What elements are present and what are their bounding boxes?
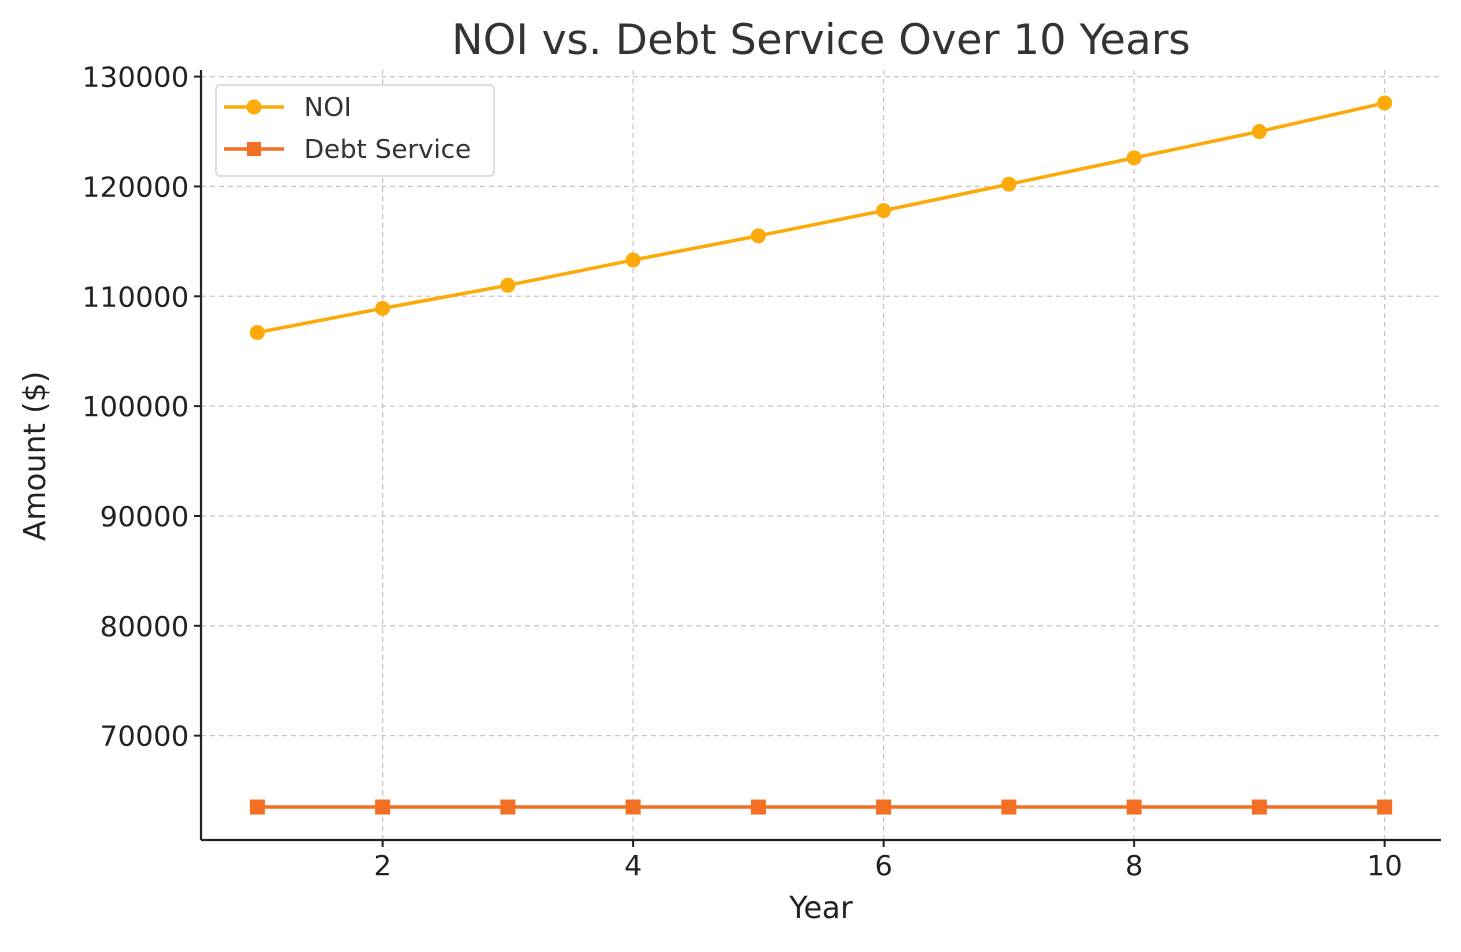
noi-point [750, 228, 766, 244]
x-tick-label: 2 [374, 849, 392, 882]
series-noi [249, 95, 1393, 341]
debt-service-point [500, 799, 516, 815]
legend-box [215, 84, 495, 177]
grid [201, 70, 1441, 840]
noi-point [1251, 124, 1267, 140]
noi-point [500, 277, 516, 293]
x-tick-label: 8 [1125, 849, 1143, 882]
legend: NOI Debt Service [215, 84, 495, 177]
x-axis-label: Year [788, 891, 853, 926]
debt-service-point [1126, 799, 1142, 815]
y-tick-label: 120000 [82, 170, 189, 203]
debt-service-point [876, 799, 892, 815]
noi-point [1377, 95, 1393, 111]
noi-point [375, 300, 391, 316]
noi-point [625, 252, 641, 268]
series [249, 95, 1393, 815]
y-tick-label: 130000 [82, 61, 189, 94]
chart-title: NOI vs. Debt Service Over 10 Years [452, 15, 1191, 64]
noi-point [1126, 150, 1142, 166]
legend-label-noi: NOI [304, 93, 352, 123]
x-tick-label: 6 [875, 849, 893, 882]
y-tick-label: 80000 [100, 610, 189, 643]
noi-point [1001, 176, 1017, 192]
y-tick-label: 110000 [82, 280, 189, 313]
legend-label-debt-service: Debt Service [304, 135, 471, 165]
debt-service-point [375, 799, 391, 815]
legend-marker-noi [246, 99, 262, 115]
y-tick-label: 100000 [82, 390, 189, 423]
y-axis-label: Amount ($) [18, 371, 53, 541]
legend-marker-debt-service [247, 142, 261, 156]
y-tick-label: 90000 [100, 500, 189, 533]
noi-line [257, 101, 1386, 335]
ticks: 2 4 6 8 10 70000 80000 90000 100000 110000 120000 1… [82, 61, 1402, 882]
debt-service-point [750, 799, 766, 815]
x-tick-label: 4 [624, 849, 642, 882]
y-tick-label: 70000 [100, 720, 189, 753]
noi-point [876, 203, 892, 219]
debt-service-point [625, 799, 641, 815]
debt-service-point [1377, 799, 1393, 815]
axes [199, 70, 1441, 842]
debt-service-point [1001, 799, 1017, 815]
series-debt-service [249, 799, 1393, 815]
debt-service-point [249, 799, 265, 815]
x-tick-label: 10 [1367, 849, 1403, 882]
debt-service-point [1251, 799, 1267, 815]
noi-point [249, 325, 265, 341]
